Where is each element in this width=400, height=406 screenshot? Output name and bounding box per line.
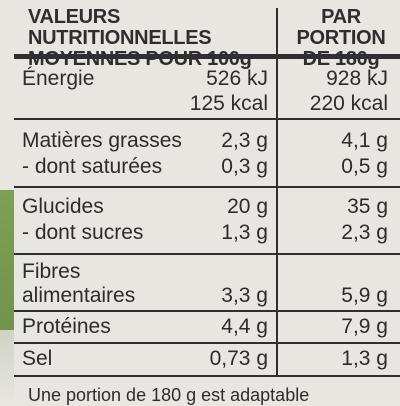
header-per-portion: PAR PORTION DE 180g bbox=[282, 7, 400, 70]
value-per-portion: 2,3 g bbox=[341, 221, 388, 244]
row-divider bbox=[14, 310, 400, 312]
nutrient-name: Sel bbox=[22, 347, 53, 370]
row-divider bbox=[14, 375, 400, 377]
row-divider bbox=[14, 186, 400, 188]
nutrition-table: VALEURS NUTRITIONNELLES MOYENNES POUR 10… bbox=[14, 0, 400, 405]
nutrient-name: Matières grasses bbox=[22, 129, 182, 152]
column-divider bbox=[276, 8, 278, 375]
value-per-portion: 7,9 g bbox=[341, 315, 388, 338]
value-per-100g: 4,4 g bbox=[221, 315, 268, 338]
value-per-100g: 125 kcal bbox=[189, 92, 268, 115]
nutrient-name: Fibres bbox=[22, 260, 81, 283]
header-line: PAR PORTION bbox=[296, 6, 386, 49]
value-per-portion: 5,9 g bbox=[341, 284, 388, 307]
value-per-100g: 1,3 g bbox=[221, 221, 268, 244]
row-divider bbox=[14, 118, 400, 120]
nutrient-name: Glucides bbox=[22, 195, 104, 218]
value-per-100g: 0,3 g bbox=[221, 155, 268, 178]
header-line: VALEURS NUTRITIONNELLES bbox=[28, 6, 212, 49]
value-per-100g: 3,3 g bbox=[221, 284, 268, 307]
value-per-100g: 0,73 g bbox=[209, 347, 268, 370]
header-line: MOYENNES POUR 100g bbox=[28, 48, 252, 70]
nutrient-name: Énergie bbox=[22, 67, 95, 90]
header-divider bbox=[14, 54, 400, 59]
value-per-100g: 20 g bbox=[227, 195, 268, 218]
row-divider bbox=[14, 253, 400, 255]
value-per-100g: 2,3 g bbox=[221, 129, 268, 152]
nutrient-name: - dont saturées bbox=[22, 155, 163, 178]
row-divider bbox=[14, 342, 400, 344]
nutrient-name: alimentaires bbox=[22, 284, 136, 307]
value-per-portion: 1,3 g bbox=[341, 347, 388, 370]
value-per-portion: 220 kcal bbox=[309, 92, 388, 115]
nutrient-name: - dont sucres bbox=[22, 221, 144, 244]
header-line: DE 180g bbox=[302, 48, 380, 70]
value-per-portion: 0,5 g bbox=[341, 155, 388, 178]
footer-note: Une portion de 180 g est adaptable bbox=[28, 385, 310, 405]
value-per-portion: 4,1 g bbox=[341, 129, 388, 152]
value-per-100g: 526 kJ bbox=[206, 67, 268, 90]
value-per-portion: 928 kJ bbox=[326, 67, 388, 90]
value-per-portion: 35 g bbox=[347, 195, 388, 218]
nutrient-name: Protéines bbox=[22, 315, 111, 338]
package-edge bbox=[0, 0, 14, 400]
header-per-100g: VALEURS NUTRITIONNELLES MOYENNES POUR 10… bbox=[28, 7, 278, 70]
